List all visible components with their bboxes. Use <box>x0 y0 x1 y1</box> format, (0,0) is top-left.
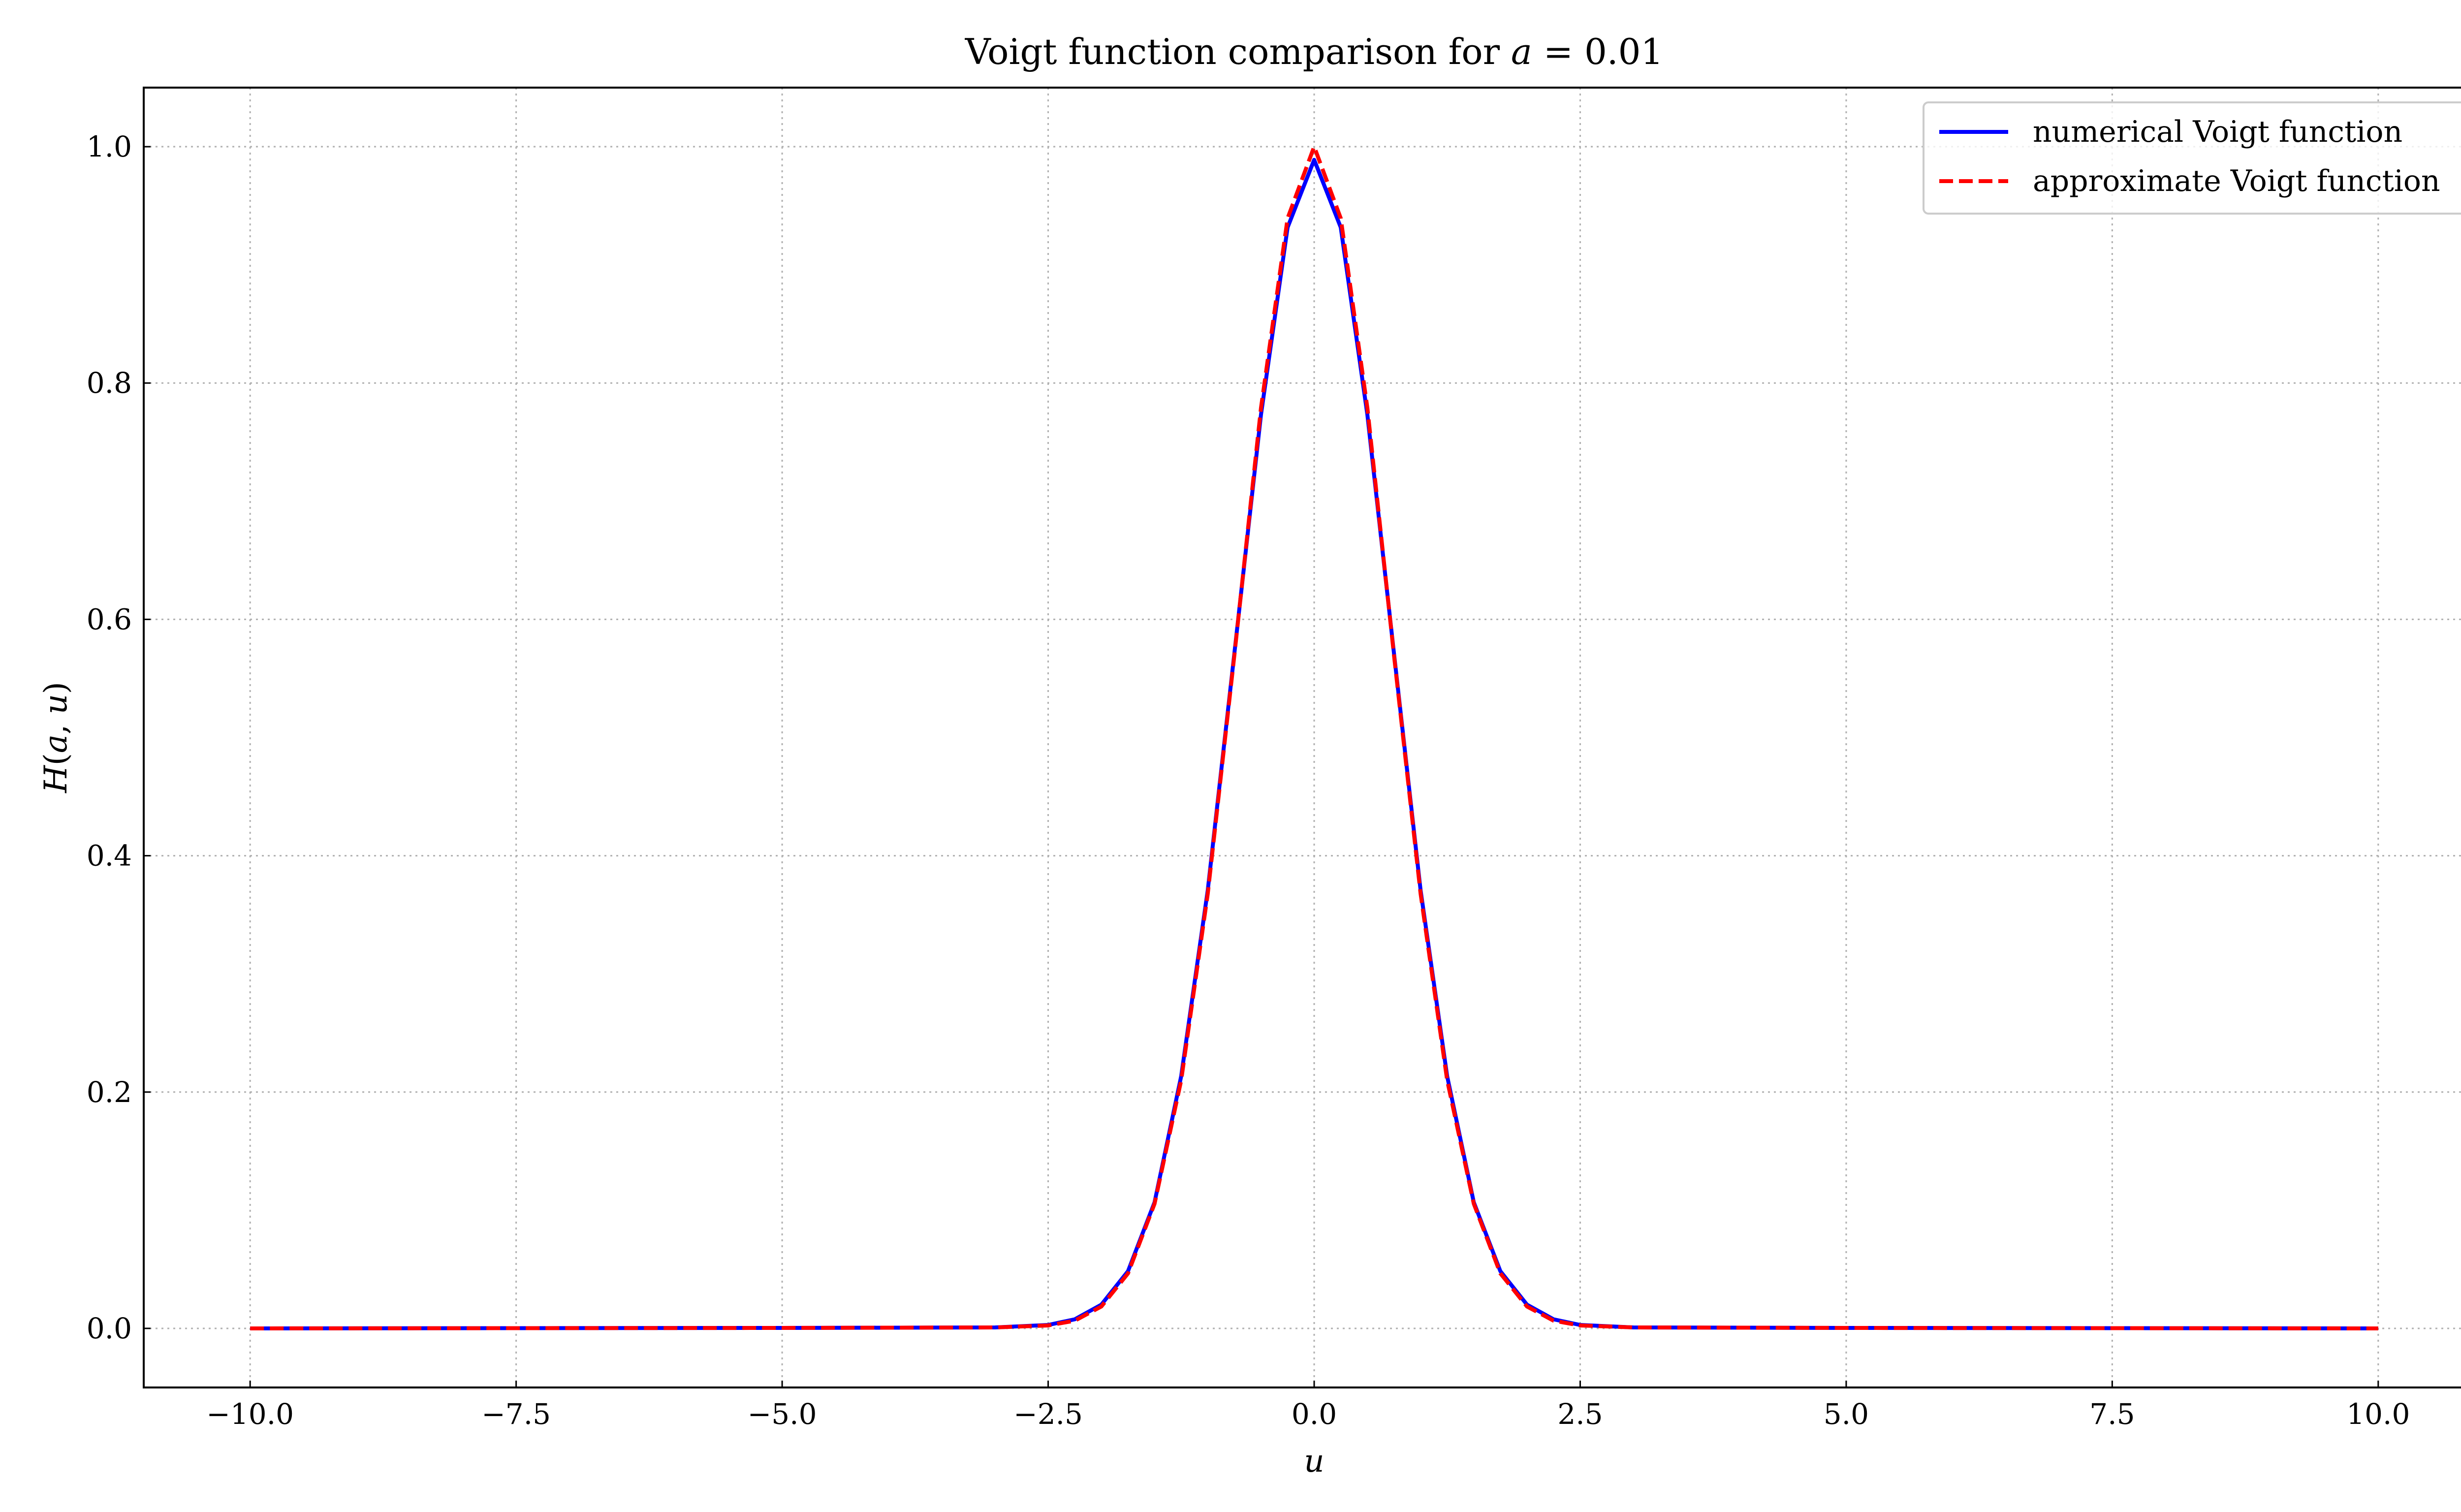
y-tick-label: 1.0 <box>87 130 132 163</box>
y-label-u: u <box>38 694 74 714</box>
legend: numerical Voigt function approximate Voi… <box>1923 101 2461 215</box>
legend-label-numerical: numerical Voigt function <box>2033 115 2402 149</box>
x-tick-label: −5.0 <box>748 1397 817 1431</box>
legend-label-approximate: approximate Voigt function <box>2033 164 2440 198</box>
y-label-fn: H <box>38 765 74 793</box>
title-variable: a <box>1511 31 1532 72</box>
y-tick-label: 0.2 <box>87 1075 132 1109</box>
y-axis-label: H(a, u) <box>38 682 74 793</box>
grid <box>144 88 2461 1387</box>
y-tick-label: 0.0 <box>87 1312 132 1345</box>
x-tick-label: 2.5 <box>1557 1397 1603 1431</box>
series-layer <box>250 145 2378 1330</box>
x-tick-label: −7.5 <box>481 1397 551 1431</box>
title-prefix: Voigt function comparison for <box>965 31 1511 72</box>
y-label-a: a <box>38 734 74 753</box>
series-line-approximate <box>250 145 2378 1330</box>
y-tick-label: 0.4 <box>87 839 132 873</box>
x-tick-label: 5.0 <box>1824 1397 1869 1431</box>
y-label-open: ( <box>38 753 74 765</box>
chart-title: Voigt function comparison for a = 0.01 <box>965 31 1664 72</box>
y-tick-label: 0.6 <box>87 602 132 636</box>
x-tick-label: −2.5 <box>1013 1397 1083 1431</box>
x-tick-label: 0.0 <box>1292 1397 1337 1431</box>
y-tick-label: 0.8 <box>87 366 132 400</box>
y-label-sep: , <box>38 714 74 734</box>
x-tick-label: −10.0 <box>206 1397 294 1431</box>
x-axis-label: u <box>1304 1443 1324 1480</box>
title-suffix: = 0.01 <box>1532 31 1663 72</box>
ticks: −10.0 −7.5 −5.0 −2.5 0.0 2.5 5.0 7.5 10.0 0.0 0.2 0… <box>87 130 2410 1431</box>
x-tick-label: 7.5 <box>2089 1397 2135 1431</box>
y-label-close: ) <box>38 682 74 694</box>
legend-box <box>1923 101 2461 215</box>
x-tick-label: 10.0 <box>2346 1397 2410 1431</box>
